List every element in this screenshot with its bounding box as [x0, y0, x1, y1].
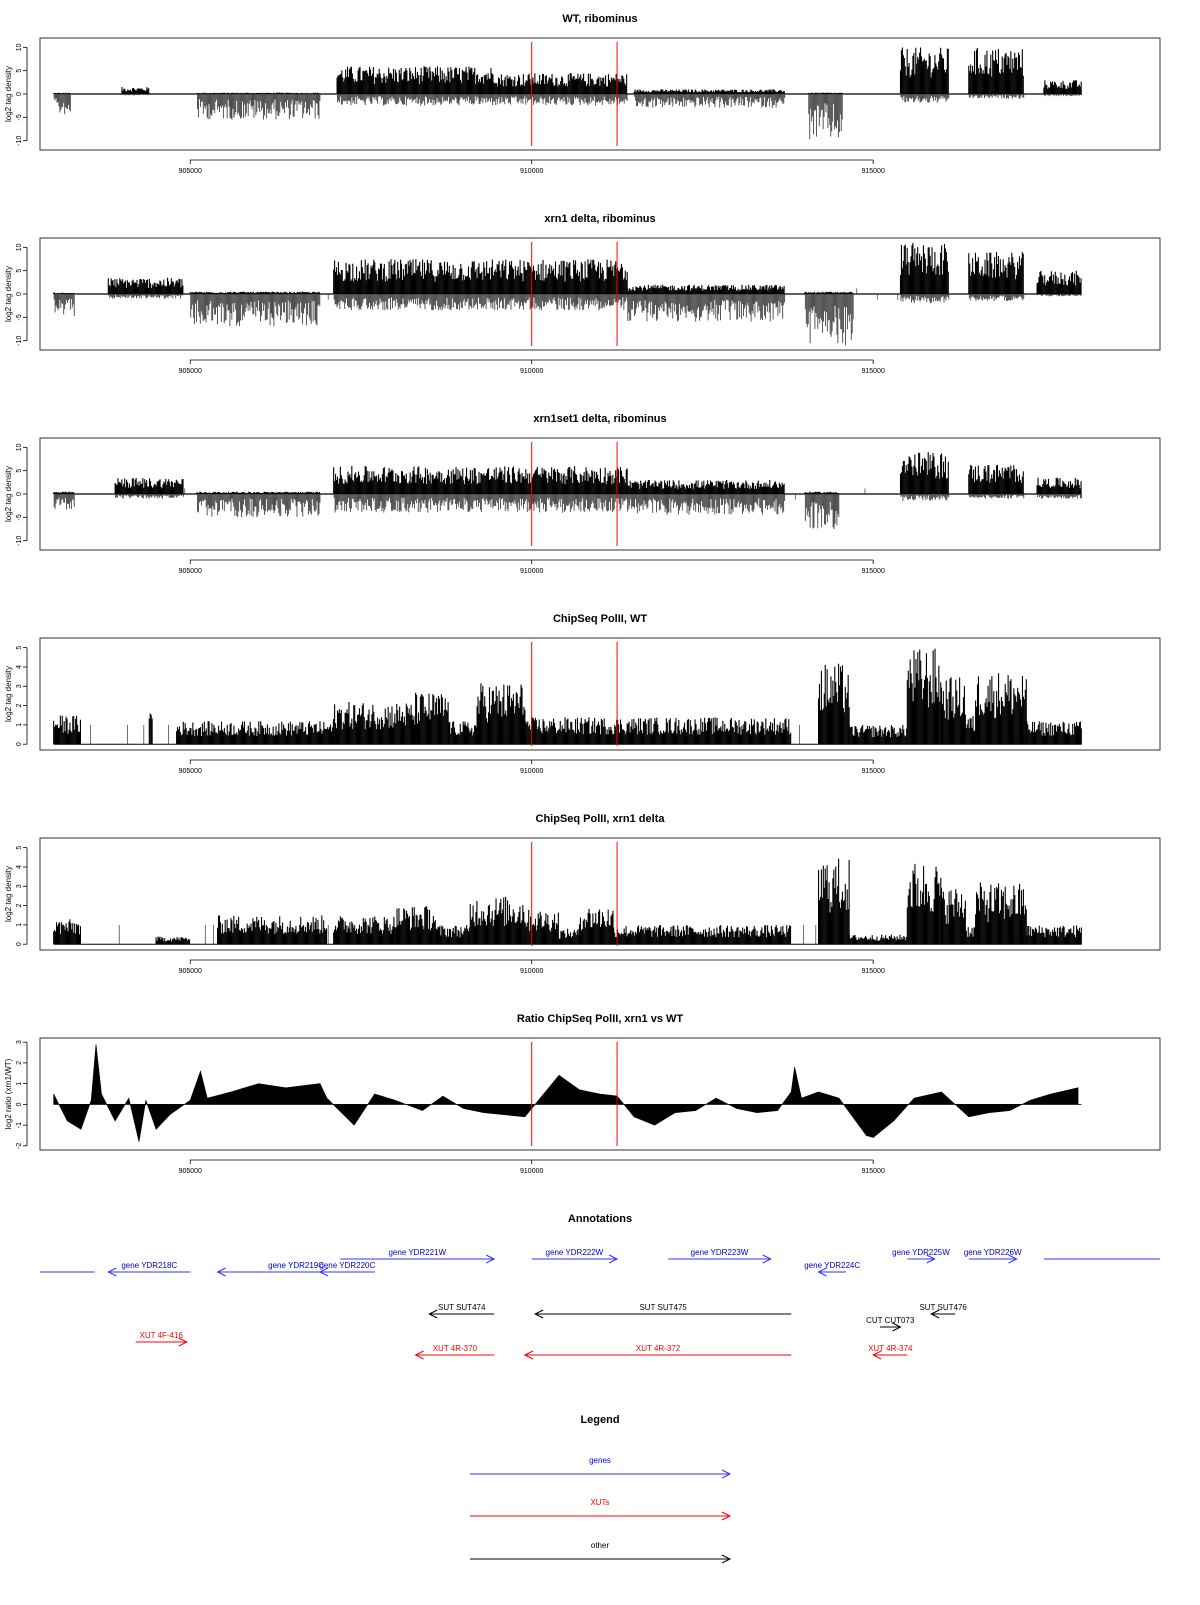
x-tick-label: 910000: [520, 568, 543, 575]
signal-segment: [900, 243, 948, 303]
y-tick-label: 10: [16, 43, 23, 51]
y-tick-label: 10: [16, 443, 23, 451]
signal-segment: [54, 492, 75, 510]
y-tick-label: -10: [16, 536, 23, 546]
signal-segment: [334, 259, 628, 310]
y-tick-label: -5: [16, 514, 23, 520]
signal-segment: [122, 87, 149, 95]
chart-title: xrn1 delta, ribominus: [544, 213, 655, 225]
signal-segment: [54, 293, 75, 316]
signal-segment: [190, 292, 320, 327]
signal-segment: [627, 285, 784, 322]
x-tick-label: 905000: [179, 368, 202, 375]
y-tick-label: 0: [16, 92, 23, 96]
signal-segment: [969, 48, 1024, 99]
x-tick-label: 910000: [520, 168, 543, 175]
y-tick-label: 0: [16, 492, 23, 496]
signal-segment: [969, 252, 1024, 301]
y-tick-label: 0: [16, 292, 23, 296]
chart-panel-3: xrn1set1 delta, ribominus log2 tag densit…: [4, 413, 1160, 575]
signal-segment: [498, 73, 628, 105]
signal-segment: [197, 492, 320, 518]
y-tick-label: 5: [16, 69, 23, 73]
signal-segment: [627, 480, 784, 515]
x-tick-label: 915000: [861, 568, 884, 575]
signal-segment: [805, 292, 853, 345]
y-axis-label: log2 tag density: [4, 66, 13, 122]
y-tick-label: -10: [16, 336, 23, 346]
signal-segment: [337, 66, 497, 105]
signal-segment: [115, 478, 183, 499]
x-tick-label: 915000: [861, 168, 884, 175]
signal-segment: [805, 492, 839, 530]
y-tick-label: -5: [16, 314, 23, 320]
signal-segment: [900, 47, 948, 102]
signal-segment: [334, 466, 628, 513]
signal-segment: [808, 93, 842, 140]
y-tick-label: 5: [16, 469, 23, 473]
signal-segment: [54, 93, 71, 115]
y-tick-label: 5: [16, 269, 23, 273]
chart-title: xrn1set1 delta, ribominus: [533, 413, 666, 425]
chart-panel-2: xrn1 delta, ribominus log2 tag density -10…: [4, 213, 1160, 375]
signal-segment: [108, 278, 183, 299]
x-tick-label: 905000: [179, 168, 202, 175]
x-tick-label: 910000: [520, 368, 543, 375]
y-tick-label: 10: [16, 243, 23, 251]
y-tick-label: -5: [16, 114, 23, 120]
y-tick-label: -10: [16, 136, 23, 146]
chart-panel-1: WT, ribominus log2 tag density -10 -5 0 5 10 90…: [4, 13, 1160, 175]
y-axis-label: log2 tag density: [4, 266, 13, 322]
chart-title: WT, ribominus: [562, 13, 637, 25]
x-tick-label: 905000: [179, 568, 202, 575]
signal-segment: [197, 93, 320, 120]
signal-segment: [1037, 271, 1081, 297]
signal-segment: [634, 89, 785, 108]
y-axis-label: log2 tag density: [4, 466, 13, 522]
x-tick-label: 915000: [861, 368, 884, 375]
signal-segment: [1044, 80, 1082, 96]
